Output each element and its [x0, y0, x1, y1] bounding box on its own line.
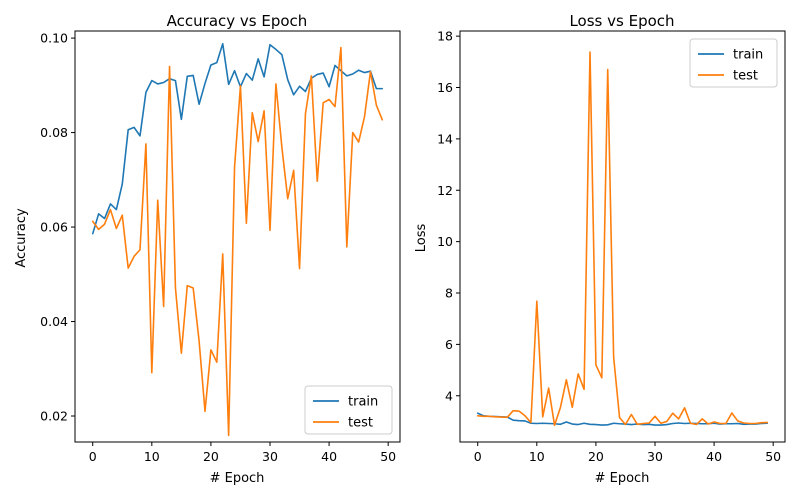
- legend-entry-train: train: [348, 395, 378, 410]
- y-axis-label: Accuracy: [14, 208, 29, 268]
- series-line-train: [91, 42, 384, 235]
- y-tick-label: 6: [445, 337, 453, 352]
- y-tick-label: 18: [437, 29, 453, 44]
- y-tick-label: 0.08: [40, 125, 68, 140]
- legend: train test: [304, 385, 393, 435]
- x-tick-label: 40: [706, 449, 722, 464]
- y-tick-label: 4: [445, 388, 453, 403]
- x-tick-label: 0: [474, 449, 482, 464]
- x-tick-label: 40: [321, 449, 337, 464]
- legend-entry-test: test: [348, 416, 373, 431]
- y-tick-label: 0.02: [40, 409, 68, 424]
- accuracy-chart: Accuracy vs Epoch 0 10 20 30 40 50 0.02 0.04 0.…: [14, 12, 401, 486]
- x-tick-label: 20: [203, 449, 219, 464]
- series-line-test: [476, 51, 769, 427]
- x-tick-label: 50: [765, 449, 781, 464]
- series-line-test: [91, 46, 384, 437]
- y-tick-label: 0.04: [40, 314, 68, 329]
- chart-title: Loss vs Epoch: [569, 12, 674, 30]
- legend-entry-train: train: [733, 48, 763, 63]
- x-tick-label: 30: [262, 449, 278, 464]
- x-axis-label: # Epoch: [595, 471, 650, 486]
- x-tick-label: 0: [89, 449, 97, 464]
- y-tick-label: 14: [437, 131, 453, 146]
- x-axis-label: # Epoch: [210, 471, 265, 486]
- plot-frame: [74, 30, 401, 443]
- chart-title: Accuracy vs Epoch: [167, 12, 308, 30]
- x-tick-label: 30: [647, 449, 663, 464]
- y-tick-label: 8: [445, 286, 453, 301]
- y-axis-label: Loss: [414, 224, 429, 253]
- plot-frame: [459, 30, 786, 443]
- x-tick-label: 50: [380, 449, 396, 464]
- y-tick-label: 0.06: [40, 220, 68, 235]
- x-tick-label: 10: [144, 449, 160, 464]
- x-tick-label: 20: [588, 449, 604, 464]
- y-tick-label: 16: [437, 80, 453, 95]
- legend-entry-test: test: [733, 69, 758, 84]
- loss-chart: Loss vs Epoch 0 10 20 30 40 50 4681012141618 …: [414, 12, 786, 486]
- legend: train test: [689, 38, 778, 88]
- y-tick-label: 12: [437, 183, 453, 198]
- x-tick-label: 10: [529, 449, 545, 464]
- y-tick-label: 10: [437, 234, 453, 249]
- y-tick-label: 0.10: [40, 31, 68, 46]
